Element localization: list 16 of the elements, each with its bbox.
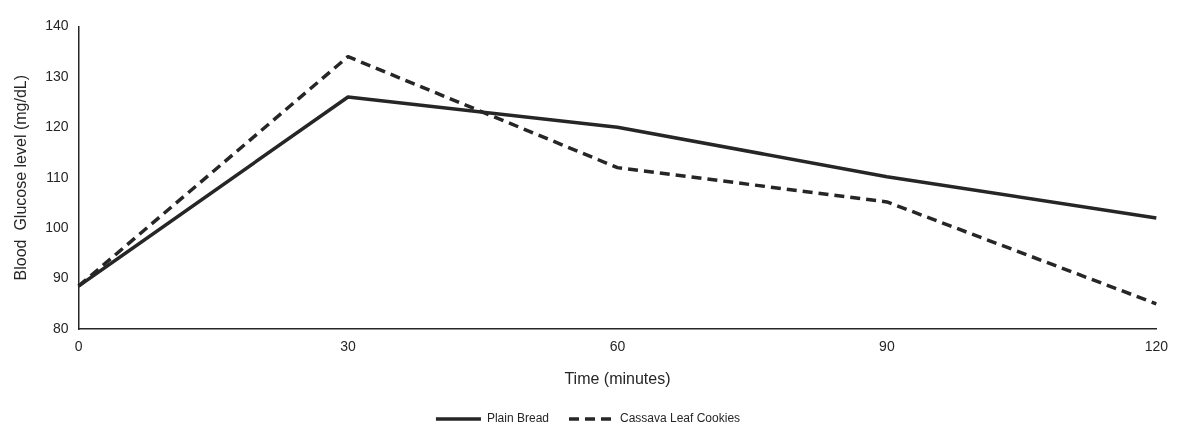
y-axis-title: Blood Glucose level (mg/dL) [12,74,30,281]
x-tick-label: 60 [609,338,626,355]
x-tick-label: 0 [74,338,83,355]
x-tick-label: 120 [1144,338,1169,355]
legend-label: Cassava Leaf Cookies [619,411,741,426]
y-tick-label: 80 [52,319,69,336]
y-tick-label: 120 [45,118,69,135]
y-tick-label: 130 [45,67,69,84]
x-tick-label: 90 [879,338,895,355]
y-tick-label: 110 [46,168,69,185]
x-tick-label: 30 [340,338,356,355]
x-axis-title: Time (minutes) [564,369,671,387]
legend-label: Plain Bread [486,411,549,426]
y-tick-label: 90 [52,269,69,286]
y-tick-label: 140 [45,17,69,34]
y-tick-label: 100 [45,218,69,235]
